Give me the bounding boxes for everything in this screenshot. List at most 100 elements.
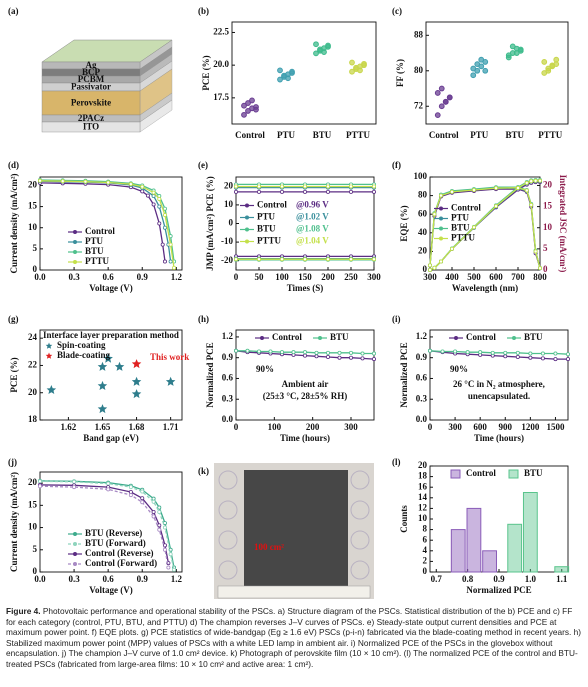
x-tick-label: 300 — [448, 422, 462, 432]
legend-sublabel: @1.02 V — [296, 212, 329, 222]
layer-label: Ag — [86, 60, 97, 70]
panel-label: (j) — [8, 457, 17, 467]
marker — [337, 350, 342, 355]
marker — [302, 353, 307, 358]
marker — [83, 179, 88, 184]
legend-label: BTU — [85, 246, 104, 256]
marker — [128, 182, 133, 187]
x-tick-label: 0.6 — [103, 272, 115, 282]
legend-marker — [318, 336, 322, 340]
x-tick-label: 1.2 — [171, 574, 183, 584]
marker — [503, 350, 508, 355]
series-line — [429, 350, 568, 360]
data-point — [438, 85, 445, 92]
data-point — [434, 90, 441, 96]
caption-label: Figure 4. — [6, 606, 41, 616]
plot-frame — [39, 329, 183, 421]
marker — [291, 350, 296, 355]
plot-frame — [429, 329, 569, 421]
marker — [151, 202, 156, 207]
legend-marker — [450, 469, 461, 479]
marker — [516, 185, 521, 190]
marker — [151, 190, 156, 195]
marker — [302, 184, 307, 189]
x-tick-label: 1.71 — [163, 422, 179, 432]
y-tick-label: 88 — [414, 29, 424, 39]
marker — [151, 514, 156, 519]
y-tick-label: 12 — [418, 502, 428, 512]
y-tick-label: 5 — [33, 544, 38, 554]
marker — [256, 189, 261, 194]
y-tick-label: 0.6 — [416, 373, 428, 383]
y-tick-label: 22 — [28, 360, 38, 370]
legend-label: PTTU — [257, 236, 282, 246]
data-point — [509, 43, 516, 50]
legend-label: BTU (Forward) — [85, 538, 146, 548]
y-tick-label: 22.5 — [213, 27, 229, 37]
marker — [166, 565, 171, 570]
marker — [140, 500, 145, 505]
marker — [503, 354, 508, 359]
marker — [533, 178, 538, 183]
marker — [553, 357, 558, 362]
panel-label: (b) — [198, 6, 209, 16]
legend-marker — [73, 542, 77, 546]
data-point — [442, 98, 449, 105]
marker — [553, 351, 558, 356]
marker — [106, 487, 111, 492]
legend-marker — [508, 469, 519, 479]
marker — [302, 189, 307, 194]
marker — [151, 509, 156, 514]
y-tick-label: 1.2 — [416, 331, 428, 341]
annotation: 90% — [450, 364, 468, 374]
marker — [360, 351, 365, 356]
data-point — [505, 52, 512, 59]
panel-label: (f) — [392, 160, 401, 170]
legend-marker — [73, 230, 77, 234]
marker — [162, 259, 167, 264]
bar — [507, 523, 523, 573]
marker — [540, 351, 545, 356]
marker — [440, 349, 445, 354]
legend-marker — [439, 226, 443, 231]
series-line — [39, 180, 172, 262]
marker — [157, 527, 162, 532]
y2-axis-label: Integrated JSC (mA/cm²) — [558, 175, 568, 273]
caption: Figure 4. Photovoltaic performance and o… — [6, 606, 582, 670]
x-tick-label: 1.1 — [556, 574, 568, 584]
layer — [41, 90, 141, 116]
y-axis-label: PCE (%) — [9, 357, 19, 392]
panel-label: (i) — [392, 314, 401, 324]
star-point — [131, 389, 142, 399]
marker — [256, 184, 261, 189]
plot-frame — [231, 21, 377, 125]
panel-label: (h) — [198, 314, 209, 324]
data-point — [313, 41, 319, 48]
star-point — [131, 376, 142, 386]
y-tick-label: -20 — [221, 255, 233, 265]
data-point — [317, 46, 323, 53]
marker — [478, 350, 483, 355]
legend-marker — [260, 336, 264, 340]
y-tick-label: 0.3 — [222, 393, 234, 403]
star-point — [46, 385, 57, 394]
marker — [566, 352, 571, 357]
y-axis-label: Normalized PCE — [205, 342, 215, 407]
legend-label: Control — [451, 203, 481, 213]
y-tick-label: 0 — [423, 566, 428, 576]
category-label: Control — [235, 130, 265, 140]
data-point — [446, 94, 453, 101]
marker — [325, 257, 330, 262]
marker — [106, 180, 111, 185]
data-point — [478, 56, 485, 63]
marker — [524, 180, 529, 185]
marker — [302, 350, 307, 355]
marker — [279, 189, 284, 194]
bar — [482, 550, 497, 573]
y-tick-label: 14 — [418, 492, 428, 502]
legend-label: Control — [466, 468, 496, 478]
x-tick-label: 400 — [445, 272, 459, 282]
marker — [140, 489, 145, 494]
marker — [465, 350, 470, 355]
y-tick-label: 20 — [28, 387, 38, 397]
